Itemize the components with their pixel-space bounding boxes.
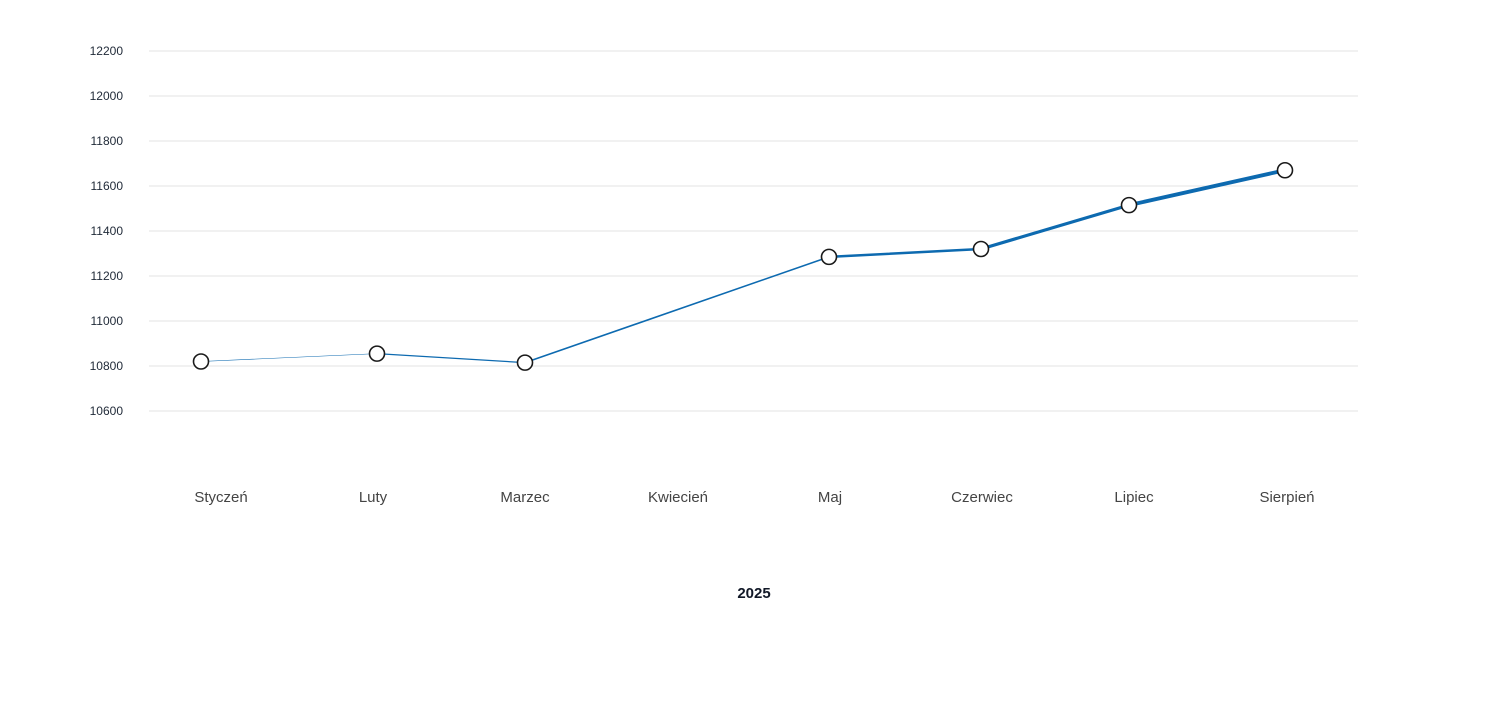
y-tick-label: 11600: [91, 179, 124, 193]
line-segment: [827, 247, 983, 259]
x-tick-label: Czerwiec: [951, 489, 1013, 506]
x-axis-ticks: Styczeń Luty Marzec Kwiecień Maj Czerwiec Lipi…: [194, 489, 1314, 506]
series-line: [200, 168, 1287, 364]
line-segment: [524, 256, 830, 364]
x-tick-label: Maj: [818, 489, 842, 506]
line-segment: [376, 353, 526, 364]
y-tick-label: 10600: [90, 404, 124, 418]
data-point[interactable]: [1276, 161, 1294, 179]
y-tick-label: 11200: [91, 269, 124, 283]
y-tick-label: 11000: [91, 314, 124, 328]
x-tick-label: Luty: [359, 489, 388, 506]
x-tick-label: Kwiecień: [648, 489, 708, 506]
data-point[interactable]: [972, 240, 990, 258]
gridlines: [149, 50, 1358, 412]
x-tick-label: Sierpień: [1259, 489, 1314, 506]
data-markers: [192, 161, 1294, 371]
data-point[interactable]: [368, 345, 386, 362]
y-tick-label: 12200: [90, 44, 124, 58]
line-segment: [200, 353, 378, 362]
data-point[interactable]: [516, 354, 534, 371]
x-tick-label: Marzec: [500, 489, 550, 506]
data-point[interactable]: [820, 248, 838, 266]
x-tick-label: Styczeń: [194, 489, 247, 506]
x-tick-label: Lipiec: [1114, 489, 1154, 506]
data-point[interactable]: [1120, 196, 1138, 214]
y-axis-ticks: 10600 10800 11000 11200 11400 11600 11800 12000…: [90, 44, 124, 418]
line-segment: [979, 203, 1131, 251]
y-tick-label: 11800: [91, 134, 124, 148]
line-segment: [1127, 168, 1287, 208]
y-tick-label: 10800: [90, 359, 124, 373]
data-point[interactable]: [192, 353, 210, 370]
x-axis-title: 2025: [737, 585, 770, 602]
y-tick-label: 11400: [91, 224, 124, 238]
y-tick-label: 12000: [90, 89, 124, 103]
